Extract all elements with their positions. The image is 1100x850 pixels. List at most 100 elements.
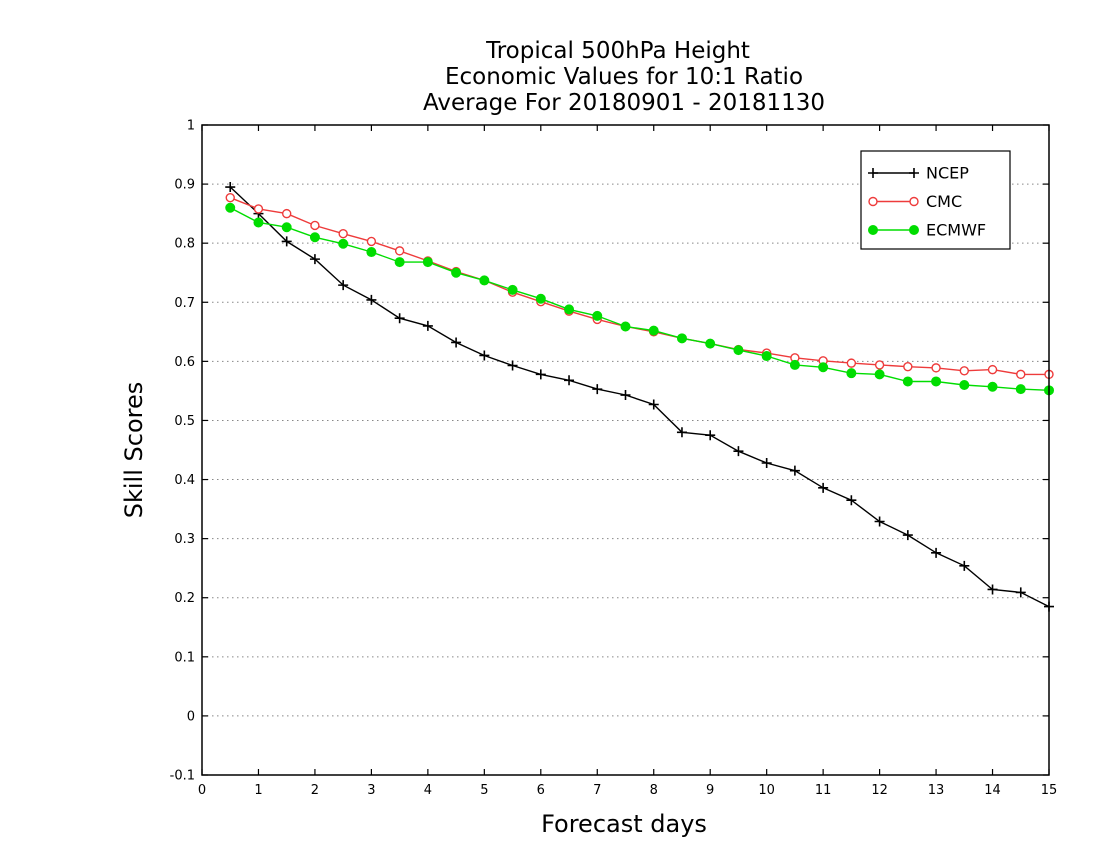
- data-point: [868, 168, 878, 178]
- chart-title-line-2: Economic Values for 10:1 Ratio: [445, 64, 803, 90]
- data-point: [648, 399, 659, 410]
- data-point: [705, 430, 716, 441]
- x-tick-label: 10: [758, 783, 775, 798]
- x-tick-label: 6: [537, 783, 545, 798]
- x-axis-ticks: 0 1 2 3 4 5 6 7 8 9 10 11 12 13 14 15: [198, 125, 1057, 798]
- data-point: [479, 350, 490, 361]
- legend-entry-ncep: NCEP: [868, 164, 969, 183]
- x-tick-label: 3: [367, 783, 375, 798]
- data-point: [338, 238, 349, 249]
- y-tick-label: 0: [187, 709, 195, 724]
- data-point: [310, 220, 320, 231]
- legend-entry-ecmwf: ECMWF: [868, 221, 986, 240]
- y-tick-label: 0.2: [174, 591, 195, 606]
- y-tick-label: -0.1: [170, 769, 195, 784]
- x-tick-label: 11: [815, 783, 832, 798]
- x-axis-label: Forecast days: [541, 810, 707, 838]
- data-point: [564, 375, 575, 386]
- data-point: [909, 196, 919, 207]
- data-point: [874, 360, 885, 370]
- data-point: [931, 376, 942, 387]
- legend-label: NCEP: [926, 164, 969, 183]
- data-point: [366, 236, 377, 247]
- data-point: [987, 364, 998, 375]
- x-tick-label: 14: [984, 783, 1001, 798]
- y-axis-ticks: -0.1 0 0.1 0.2 0.3 0.4 0.5 0.6 0.7 0.8 0.9 1: [170, 119, 1049, 784]
- data-point: [818, 362, 829, 373]
- data-point: [868, 225, 878, 235]
- data-point: [789, 359, 800, 370]
- x-tick-label: 12: [871, 783, 888, 798]
- data-point: [931, 547, 942, 558]
- data-point: [909, 168, 919, 178]
- y-tick-label: 0.7: [174, 296, 195, 311]
- x-tick-label: 5: [480, 783, 488, 798]
- legend-label: ECMWF: [926, 221, 986, 240]
- x-tick-label: 0: [198, 783, 206, 798]
- y-axis-label: Skill Scores: [120, 382, 148, 519]
- data-point: [394, 313, 405, 324]
- x-tick-label: 8: [650, 783, 658, 798]
- data-point: [451, 337, 462, 348]
- legend: NCEP CMC ECMWF: [860, 150, 1011, 250]
- data-point: [1015, 384, 1026, 395]
- x-tick-label: 4: [424, 783, 432, 798]
- data-point: [818, 482, 829, 493]
- data-point: [959, 380, 970, 390]
- series-ncep: [225, 182, 1054, 612]
- data-point: [959, 560, 970, 571]
- data-series: [225, 182, 1054, 612]
- data-point: [507, 284, 518, 295]
- data-point: [931, 363, 941, 373]
- data-point: [309, 254, 320, 265]
- data-point: [620, 321, 631, 332]
- data-point: [309, 232, 320, 243]
- data-point: [733, 345, 744, 356]
- data-point: [648, 325, 659, 336]
- data-point: [338, 229, 348, 239]
- data-point: [253, 204, 264, 214]
- x-tick-label: 15: [1041, 783, 1058, 798]
- data-point: [422, 257, 433, 268]
- legend-entry-cmc: CMC: [868, 192, 962, 211]
- data-point: [868, 196, 878, 207]
- x-tick-label: 13: [928, 783, 945, 798]
- y-tick-label: 1: [187, 119, 195, 134]
- y-tick-label: 0.4: [174, 473, 195, 488]
- data-point: [479, 275, 490, 286]
- data-point: [394, 257, 405, 268]
- data-point: [535, 293, 546, 304]
- data-point: [225, 182, 236, 193]
- data-point: [846, 495, 857, 506]
- data-point: [282, 208, 292, 219]
- data-point: [909, 225, 919, 235]
- series-ecmwf: [225, 202, 1054, 396]
- data-point: [902, 530, 913, 541]
- x-tick-label: 9: [706, 783, 714, 798]
- data-point: [705, 338, 716, 349]
- data-point: [366, 294, 377, 305]
- data-point: [592, 384, 603, 395]
- data-point: [422, 320, 433, 331]
- y-tick-label: 0.6: [174, 355, 195, 370]
- legend-box: [860, 150, 1011, 250]
- data-point: [225, 192, 235, 203]
- chart-title-line-3: Average For 20180901 - 20181130: [423, 90, 825, 116]
- data-point: [902, 376, 913, 387]
- data-point: [535, 369, 546, 380]
- plot-frame: [201, 124, 1050, 776]
- series-line-ncep: [229, 186, 1050, 608]
- data-point: [253, 217, 264, 228]
- data-point: [959, 366, 969, 376]
- data-point: [874, 516, 885, 527]
- x-tick-label: 2: [311, 783, 319, 798]
- data-point: [225, 202, 236, 213]
- data-point: [846, 358, 857, 368]
- data-point: [676, 427, 687, 438]
- data-point: [987, 584, 998, 595]
- data-point: [761, 351, 772, 362]
- legend-label: CMC: [926, 192, 962, 211]
- data-point: [507, 360, 518, 371]
